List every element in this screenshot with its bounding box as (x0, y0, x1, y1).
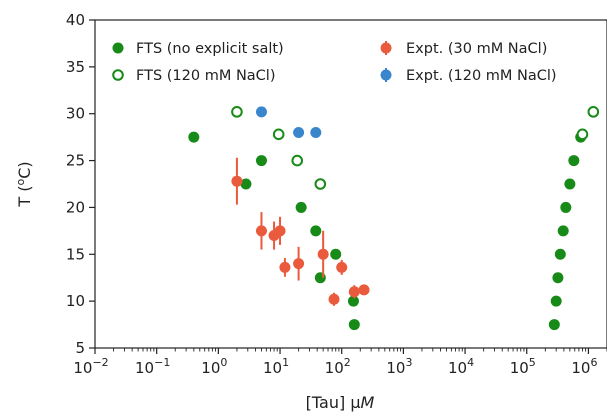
y-axis-label: T (oC) (14, 161, 35, 207)
y-tick-label: 5 (75, 339, 85, 357)
x-axis-label-unit: M (361, 393, 375, 412)
y-tick-label: 25 (66, 152, 85, 170)
point-series-0 (548, 319, 560, 331)
point-series-2 (255, 225, 267, 237)
point-series-1 (314, 178, 327, 190)
point-series-1 (576, 128, 589, 141)
point-series-0 (347, 295, 359, 307)
legend-label-expt-30: Expt. (30 mM NaCl) (406, 41, 547, 57)
point-series-3 (255, 106, 267, 118)
y-tick-label: 30 (66, 105, 85, 123)
x-tick-label: 102 (325, 356, 351, 377)
point-series-0 (310, 225, 322, 237)
point-series-0 (554, 248, 566, 260)
x-axis-label-prefix: [Tau] (306, 393, 351, 412)
point-series-2 (328, 293, 340, 305)
y-axis-label-end: C) (15, 161, 34, 178)
point-series-0 (295, 201, 307, 213)
point-series-0 (188, 131, 200, 143)
y-tick-label: 20 (66, 198, 85, 216)
legend-marker-fts-120 (112, 69, 124, 81)
data-layer (188, 106, 600, 331)
point-series-2 (274, 225, 286, 237)
legend: FTS (no explicit salt) FTS (120 mM NaCl)… (112, 41, 557, 84)
y-tick-label: 10 (66, 292, 85, 310)
point-series-2 (279, 261, 291, 273)
point-series-3 (310, 126, 322, 138)
point-series-0 (550, 295, 562, 307)
point-series-0 (557, 225, 569, 237)
x-tick-label: 10−2 (73, 356, 108, 377)
point-series-1 (587, 106, 600, 118)
x-tick-label: 104 (448, 356, 474, 377)
x-axis-label: [Tau] μM (306, 393, 375, 412)
legend-marker-expt-30 (380, 42, 392, 54)
legend-label-expt-120: Expt. (120 mM NaCl) (406, 68, 557, 84)
point-series-2 (358, 284, 370, 296)
x-tick-label: 101 (263, 356, 289, 377)
y-tick-label: 35 (66, 58, 85, 76)
point-series-2 (231, 175, 243, 187)
x-tick-label: 100 (201, 356, 227, 377)
point-series-0 (348, 319, 360, 331)
x-tick-label: 10−1 (135, 356, 170, 377)
x-axis-label-mu: μ (350, 393, 360, 412)
point-series-0 (240, 178, 252, 190)
point-series-0 (255, 155, 267, 167)
point-series-0 (564, 178, 576, 190)
point-series-2 (336, 261, 348, 273)
point-series-1 (272, 128, 285, 141)
legend-marker-expt-120 (380, 69, 392, 81)
x-tick-label: 105 (510, 356, 536, 377)
x-tick-label: 106 (571, 356, 597, 377)
point-series-3 (293, 126, 305, 138)
y-axis-label-sup: o (14, 179, 27, 186)
point-series-0 (552, 272, 564, 284)
point-series-2 (293, 258, 305, 270)
legend-marker-fts-no-salt (112, 42, 124, 54)
point-series-0 (568, 155, 580, 167)
y-tick-label: 15 (66, 245, 85, 263)
point-series-0 (314, 272, 326, 284)
y-axis-label-main: T ( (15, 186, 34, 208)
point-series-2 (317, 248, 329, 260)
point-series-1 (231, 106, 243, 118)
point-series-1 (291, 154, 304, 167)
legend-label-fts-120: FTS (120 mM NaCl) (136, 68, 276, 84)
point-series-0 (330, 248, 342, 260)
point-series-2 (348, 286, 360, 298)
point-series-0 (560, 201, 572, 213)
x-tick-label: 103 (386, 356, 412, 377)
y-tick-label: 40 (66, 11, 85, 29)
legend-label-fts-no-salt: FTS (no explicit salt) (136, 41, 284, 57)
